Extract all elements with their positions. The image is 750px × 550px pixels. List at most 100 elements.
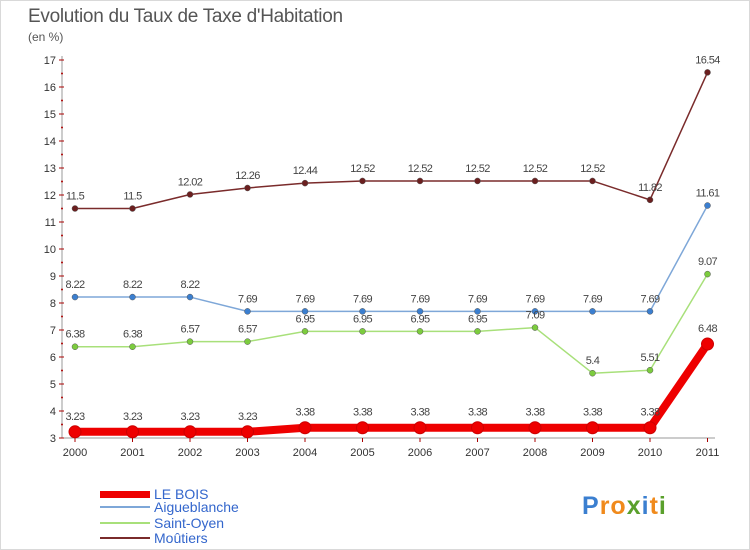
data-label-aigueblanche: 11.61 — [696, 188, 720, 200]
x-tick-label: 2002 — [178, 447, 202, 459]
data-point-saint-oyen — [301, 328, 309, 335]
y-minor-tick — [61, 342, 63, 345]
data-point-aigueblanche — [589, 308, 596, 315]
data-point-mo-tiers — [129, 205, 136, 212]
data-label-mo-tiers: 12.44 — [293, 165, 318, 177]
data-point-saint-oyen — [359, 328, 366, 335]
data-label-le-bois: 3.38 — [410, 407, 429, 419]
y-tick-label: 17 — [44, 55, 56, 67]
data-point-le-bois — [126, 425, 139, 439]
x-tick-label: 2003 — [235, 447, 259, 459]
legend-swatch-moutiers — [100, 537, 150, 539]
x-tick-label: 2006 — [408, 447, 432, 459]
data-point-aigueblanche — [531, 308, 539, 315]
data-label-saint-oyen: 6.38 — [123, 329, 142, 341]
x-tick-label: 2001 — [120, 447, 144, 459]
data-point-aigueblanche — [244, 308, 251, 315]
data-point-mo-tiers — [244, 184, 251, 192]
data-point-saint-oyen — [474, 328, 481, 335]
data-point-mo-tiers — [704, 69, 711, 76]
y-tick-label: 6 — [50, 352, 56, 364]
logo-letter: t — [649, 492, 659, 520]
data-point-le-bois — [528, 421, 542, 435]
x-tick-label: 2004 — [293, 447, 317, 459]
data-point-le-bois — [701, 337, 714, 351]
data-label-mo-tiers: 12.52 — [350, 163, 375, 175]
data-point-le-bois — [586, 421, 599, 435]
data-point-aigueblanche — [186, 293, 194, 301]
data-label-mo-tiers: 11.5 — [123, 191, 142, 203]
data-label-saint-oyen: 6.57 — [238, 324, 257, 336]
data-label-aigueblanche: 8.22 — [65, 279, 84, 291]
data-point-mo-tiers — [474, 177, 481, 185]
data-label-aigueblanche: 8.22 — [123, 279, 142, 291]
y-minor-tick — [61, 315, 63, 318]
legend-swatch-le-bois — [100, 490, 150, 498]
legend-item-saint-oyen: Saint-Oyen — [100, 515, 224, 531]
data-point-mo-tiers — [71, 205, 79, 212]
series-line-mo-tiers — [75, 72, 709, 210]
data-point-saint-oyen — [704, 270, 711, 278]
data-point-saint-oyen — [531, 324, 539, 331]
y-axis-unit: (en %) — [28, 30, 64, 44]
data-label-le-bois: 3.38 — [640, 407, 659, 419]
logo-letter: o — [610, 492, 627, 520]
data-label-mo-tiers: 11.82 — [638, 182, 662, 194]
data-label-aigueblanche: 7.69 — [238, 293, 257, 305]
data-point-le-bois — [413, 421, 427, 435]
data-label-mo-tiers: 12.52 — [580, 163, 605, 175]
data-label-le-bois: 3.23 — [180, 411, 199, 423]
data-label-aigueblanche: 7.69 — [468, 293, 487, 305]
data-label-saint-oyen: 6.38 — [65, 329, 84, 341]
logo-letter: x — [626, 492, 642, 520]
x-tick-label: 2010 — [638, 447, 662, 459]
data-label-saint-oyen: 5.51 — [640, 352, 659, 364]
data-point-mo-tiers — [646, 196, 654, 204]
data-label-aigueblanche: 7.69 — [525, 293, 544, 305]
y-tick-label: 4 — [50, 406, 56, 418]
data-label-mo-tiers: 12.02 — [178, 176, 203, 188]
x-tick-label: 2000 — [63, 447, 87, 459]
data-point-mo-tiers — [301, 179, 309, 187]
data-label-le-bois: 3.38 — [583, 407, 602, 419]
y-minor-tick — [61, 72, 63, 75]
legend-item-le-bois: LE BOIS — [100, 486, 208, 502]
y-minor-tick — [61, 234, 63, 237]
data-label-aigueblanche: 7.69 — [640, 293, 659, 305]
y-tick-label: 9 — [50, 271, 56, 283]
proxiti-logo: Proxiti — [582, 492, 667, 521]
x-tick-label: 2011 — [696, 447, 720, 459]
legend-item-moutiers: Moûtiers — [100, 530, 208, 546]
data-point-mo-tiers — [416, 177, 424, 185]
y-tick-label: 8 — [50, 298, 56, 310]
data-point-le-bois — [183, 425, 197, 439]
data-label-saint-oyen: 6.95 — [353, 313, 372, 325]
y-tick-label: 7 — [50, 325, 56, 337]
data-label-le-bois: 3.38 — [295, 407, 314, 419]
data-point-aigueblanche — [71, 293, 79, 301]
data-label-aigueblanche: 7.69 — [583, 293, 602, 305]
data-point-le-bois — [471, 421, 484, 435]
data-label-saint-oyen: 7.09 — [525, 310, 544, 322]
logo-letter: r — [599, 492, 611, 520]
legend-swatch-aigueblanche — [100, 506, 150, 508]
legend-label-aigueblanche: Aigueblanche — [154, 499, 239, 515]
data-label-mo-tiers: 12.52 — [523, 163, 548, 175]
data-label-aigueblanche: 7.69 — [353, 293, 372, 305]
series-line-le-bois — [75, 341, 711, 436]
data-label-saint-oyen: 6.95 — [295, 313, 314, 325]
x-tick-label: 2008 — [523, 447, 547, 459]
y-minor-tick — [61, 288, 63, 291]
data-label-saint-oyen: 6.57 — [180, 324, 199, 336]
logo-letter: P — [582, 492, 600, 520]
data-point-mo-tiers — [531, 177, 539, 185]
data-label-mo-tiers: 12.52 — [408, 163, 433, 175]
data-label-le-bois: 3.23 — [238, 411, 257, 423]
data-label-saint-oyen: 6.95 — [468, 313, 487, 325]
y-minor-tick — [61, 126, 63, 129]
data-label-mo-tiers: 12.52 — [465, 163, 490, 175]
x-tick-label: 2009 — [580, 447, 604, 459]
data-point-saint-oyen — [589, 369, 596, 377]
data-label-saint-oyen: 9.07 — [698, 256, 717, 268]
y-tick-label: 10 — [44, 244, 56, 256]
